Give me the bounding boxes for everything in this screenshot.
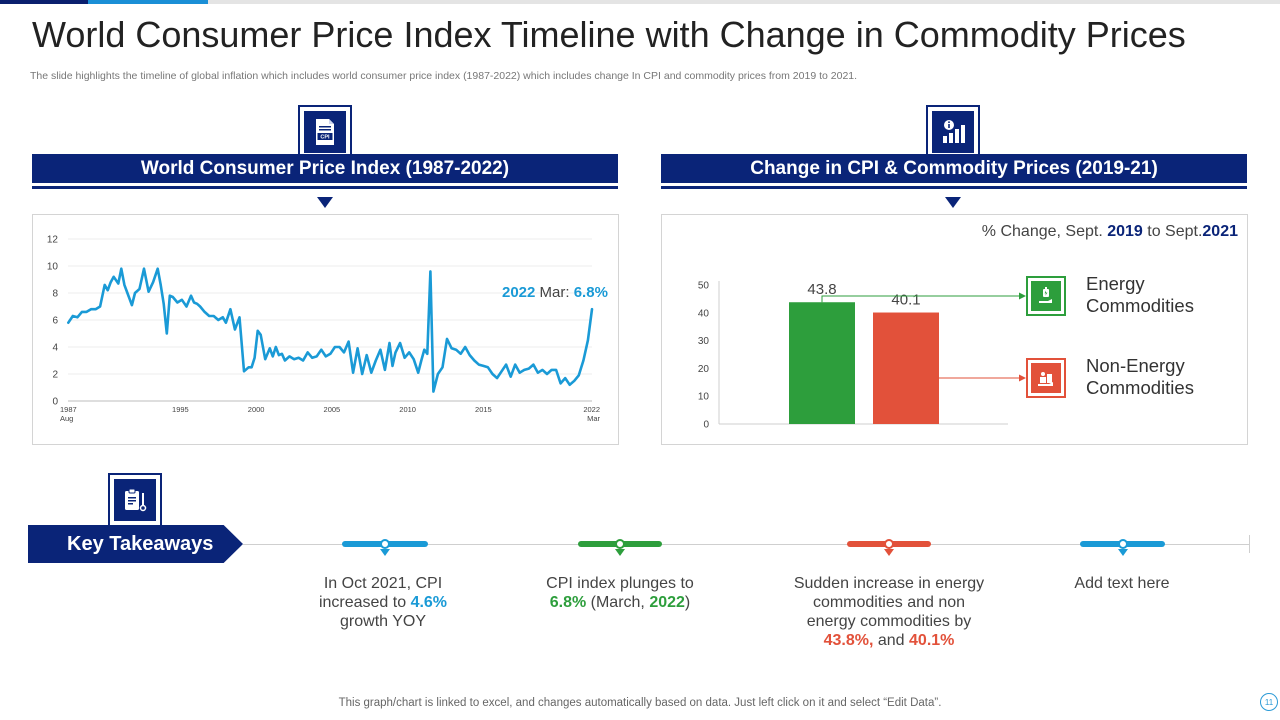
cpi-callout-value: 6.8% — [573, 284, 608, 301]
cpi-callout: 2022 Mar: 6.8% — [502, 284, 608, 301]
timeline-marker-3 — [847, 539, 931, 556]
legend-energy-line1: Energy — [1086, 273, 1145, 294]
cpi-callout-year: 2022 — [502, 284, 536, 301]
non-energy-legend-icon-box — [1026, 358, 1066, 398]
takeaway-3-line3: energy commodities by — [806, 613, 972, 630]
energy-commodity-icon — [1039, 287, 1052, 303]
y-tick-label: 20 — [698, 364, 710, 375]
takeaway-3-highlight-2: 40.1% — [909, 632, 955, 649]
timeline-marker-2 — [578, 539, 662, 556]
takeaway-3-and: and — [873, 632, 910, 649]
svg-text:CPI: CPI — [320, 135, 330, 141]
y-tick-label: 12 — [47, 235, 59, 246]
x-tick-sublabel: Mar — [587, 414, 600, 423]
takeaway-3: Sudden increase in energy commodities an… — [774, 574, 1004, 650]
top-accent-bar — [0, 0, 1280, 4]
left-header-pointer — [317, 197, 333, 208]
y-tick-label: 10 — [698, 392, 710, 403]
takeaway-2-end: ) — [684, 594, 691, 611]
bar-non-energy-value: 40.1 — [891, 292, 920, 309]
timeline-marker-1 — [342, 539, 428, 556]
top-accent-segment-blue — [88, 0, 208, 4]
page-number: 11 — [1260, 693, 1278, 711]
y-tick-label: 4 — [52, 343, 58, 354]
y-tick-label: 2 — [52, 370, 58, 381]
takeaway-2: CPI index plunges to 6.8% (March, 2022) — [520, 574, 720, 612]
y-tick-label: 10 — [47, 262, 59, 273]
timeline-end-tick — [1249, 535, 1250, 553]
takeaway-3-line1: Sudden increase in energy — [793, 575, 985, 592]
bar-energy-value: 43.8 — [807, 281, 836, 298]
caption-to-year: 2021 — [1202, 223, 1238, 240]
takeaway-2-highlight: 6.8% — [549, 594, 587, 611]
energy-legend-icon-box — [1026, 276, 1066, 316]
page-title: World Consumer Price Index Timeline with… — [32, 14, 1186, 55]
energy-connector-arrow — [1019, 292, 1026, 300]
cpi-document-icon: CPI — [316, 119, 334, 145]
non-energy-commodity-icon — [1038, 372, 1053, 386]
timeline-line — [243, 544, 1250, 545]
y-tick-label: 50 — [698, 281, 710, 292]
takeaway-1-line1: In Oct 2021, CPI — [323, 575, 443, 592]
bar-energy — [789, 302, 855, 424]
y-tick-label: 0 — [703, 420, 709, 431]
bar-non-energy — [873, 312, 939, 424]
x-tick-label: 2005 — [324, 405, 341, 414]
takeaway-1-line3: growth YOY — [340, 613, 426, 630]
timeline-marker-4 — [1080, 539, 1165, 556]
clipboard-icon-box — [108, 473, 162, 527]
takeaway-2-line1: CPI index plunges to — [546, 575, 694, 592]
x-tick-label: 1987 — [60, 405, 77, 414]
top-accent-segment-navy — [0, 0, 88, 4]
cpi-document-icon-box: CPI — [298, 105, 352, 159]
legend-non-energy-line1: Non-Energy — [1086, 355, 1185, 376]
legend-energy-label: Energy Commodities — [1086, 273, 1194, 317]
commodity-bar-chart-panel: % Change, Sept. 2019 to Sept.2021 0 10 20 3… — [661, 214, 1248, 445]
takeaway-3-line2: commodities and non — [812, 594, 966, 611]
clipboard-icon — [125, 488, 147, 512]
takeaway-1-line2: increased to — [318, 594, 411, 611]
commodity-bar-chart[interactable]: 0 10 20 30 40 50 43.8 40.1 — [662, 215, 1247, 444]
caption-from-year: 2019 — [1107, 223, 1143, 240]
x-tick-label: 2010 — [399, 405, 416, 414]
takeaway-4: Add text here — [1032, 574, 1212, 593]
y-tick-label: 30 — [698, 336, 710, 347]
bar-chart-caption: % Change, Sept. 2019 to Sept.2021 — [982, 223, 1238, 241]
x-tick-label: 2015 — [475, 405, 492, 414]
energy-connector — [821, 295, 1020, 303]
non-energy-connector-arrow — [1019, 374, 1026, 382]
cpi-line-chart-panel: 0 2 4 6 8 10 12 1987 Aug 1995 2000 2005 2010 2015 2022… — [32, 214, 619, 445]
page-subtitle: The slide highlights the timeline of glo… — [30, 70, 858, 82]
y-tick-label: 40 — [698, 308, 710, 319]
footer-note: This graph/chart is linked to excel, and… — [338, 697, 942, 709]
takeaway-1-highlight: 4.6% — [410, 594, 448, 611]
info-bar-chart-icon — [943, 120, 965, 143]
cpi-series-line — [66, 267, 594, 393]
x-tick-label: 2000 — [248, 405, 265, 414]
caption-middle: to Sept. — [1142, 223, 1203, 240]
x-tick-label: 1995 — [172, 405, 189, 414]
x-tick-label: 2022 — [583, 405, 600, 414]
legend-non-energy-line2: Commodities — [1086, 377, 1194, 398]
takeaway-1: In Oct 2021, CPI increased to 4.6% growt… — [293, 574, 473, 631]
legend-energy-line2: Commodities — [1086, 295, 1194, 316]
key-takeaways-label: Key Takeaways — [28, 525, 243, 563]
y-tick-label: 0 — [52, 397, 58, 408]
y-tick-label: 6 — [52, 316, 58, 327]
cpi-callout-month: Mar: — [539, 284, 570, 301]
info-chart-icon-box — [926, 105, 980, 159]
caption-prefix: % Change, Sept. — [981, 223, 1108, 240]
right-panel-header: Change in CPI & Commodity Prices (2019-2… — [661, 154, 1247, 186]
takeaway-2-mid: (March, — [586, 594, 650, 611]
x-tick-sublabel: Aug — [60, 414, 73, 423]
legend-non-energy-label: Non-Energy Commodities — [1086, 355, 1194, 399]
y-tick-label: 8 — [52, 289, 58, 300]
takeaway-4-line1[interactable]: Add text here — [1074, 575, 1170, 592]
takeaway-3-highlight-1: 43.8%, — [823, 632, 874, 649]
left-panel-header: World Consumer Price Index (1987-2022) — [32, 154, 618, 186]
right-header-pointer — [945, 197, 961, 208]
takeaway-2-year: 2022 — [649, 594, 685, 611]
